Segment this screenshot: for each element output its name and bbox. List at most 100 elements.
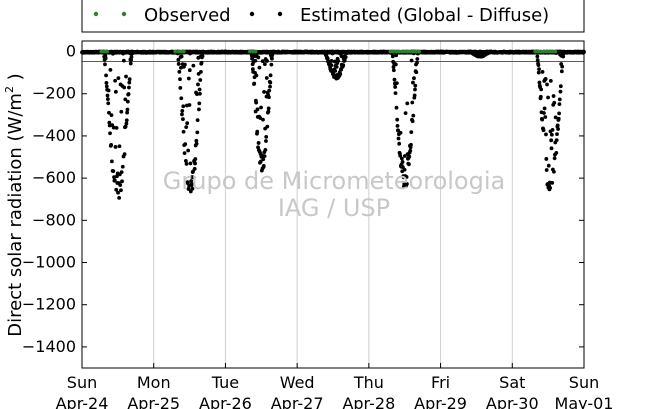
estimated-point: [111, 51, 115, 56]
estimated-point: [181, 129, 186, 134]
estimated-point: [330, 51, 335, 56]
estimated-point: [188, 51, 193, 56]
watermark-line-2: IAG / USP: [278, 194, 390, 222]
gridlines: [153, 41, 513, 368]
x-tick-label-date: Apr-27: [271, 394, 324, 409]
estimated-point: [556, 116, 561, 121]
estimated-point: [114, 187, 119, 192]
estimated-point: [106, 101, 111, 106]
estimated-point: [548, 186, 553, 190]
estimated-point: [408, 148, 413, 153]
estimated-point: [393, 91, 398, 96]
estimated-point: [180, 108, 185, 113]
estimated-point: [116, 190, 120, 195]
estimated-point: [333, 69, 338, 73]
observed-point: [247, 49, 252, 54]
estimated-point: [257, 65, 262, 70]
estimated-point: [269, 62, 274, 67]
legend-observed-label: Observed: [144, 5, 231, 26]
estimated-point: [194, 138, 199, 143]
estimated-point: [194, 141, 199, 146]
estimated-point: [104, 80, 109, 85]
estimated-point: [195, 92, 199, 96]
estimated-point: [410, 119, 415, 124]
estimated-point: [402, 167, 407, 172]
watermark-line-1: Grupo de Micrometeorologia: [163, 167, 505, 195]
estimated-point: [393, 62, 398, 67]
estimated-point: [181, 104, 186, 109]
estimated-point: [189, 179, 194, 183]
estimated-point: [183, 158, 188, 163]
estimated-point: [193, 157, 198, 161]
legend-estimated-label: Estimated (Global - Diffuse): [300, 5, 549, 26]
estimated-point: [403, 111, 408, 115]
estimated-point: [558, 89, 563, 94]
estimated-point: [116, 76, 121, 81]
x-tick-label-day: Sun: [67, 373, 97, 392]
estimated-point: [258, 116, 263, 120]
estimated-point: [553, 115, 558, 120]
estimated-point: [409, 130, 414, 135]
estimated-point: [535, 58, 540, 63]
estimated-point: [538, 94, 543, 99]
estimated-point: [111, 125, 116, 130]
estimated-point: [107, 120, 112, 125]
x-tick-label-day: Sun: [569, 373, 599, 392]
estimated-point: [405, 101, 410, 106]
estimated-point: [535, 54, 540, 59]
x-tick-label-date: Apr-30: [486, 394, 539, 409]
estimated-point: [407, 162, 411, 167]
estimated-point: [176, 57, 181, 62]
x-axis: Sun Apr-24 Mon Apr-25 Tue Apr-26 Wed Apr-27 Thu A…: [56, 363, 613, 409]
estimated-point: [412, 76, 416, 81]
estimated-point: [119, 109, 124, 114]
estimated-point: [343, 55, 348, 60]
observed-point: [253, 49, 258, 54]
estimated-point: [336, 59, 341, 63]
estimated-point: [125, 110, 130, 115]
estimated-point: [557, 97, 562, 102]
estimated-point: [270, 56, 274, 61]
estimated-point: [260, 59, 265, 64]
estimated-point: [265, 124, 270, 129]
y-tick-label: −200: [32, 84, 76, 103]
estimated-point: [415, 60, 419, 65]
estimated-point: [539, 87, 544, 92]
estimated-point: [409, 58, 414, 63]
estimated-point: [258, 159, 263, 164]
estimated-point: [479, 49, 483, 54]
estimated-point: [544, 168, 549, 172]
estimated-point: [398, 130, 403, 135]
y-tick-label: −400: [32, 126, 76, 145]
estimated-point: [188, 161, 193, 166]
estimated-point: [128, 61, 133, 66]
estimated-point: [398, 153, 403, 158]
estimated-point: [125, 107, 130, 112]
estimated-point: [127, 85, 131, 90]
estimated-point: [193, 161, 197, 166]
estimated-point: [329, 59, 334, 63]
estimated-point: [268, 73, 273, 78]
estimated-point: [259, 105, 263, 110]
estimated-point: [268, 80, 273, 85]
plot-area: [82, 41, 584, 368]
estimated-point: [190, 186, 195, 191]
estimated-point: [390, 54, 395, 59]
estimated-point: [119, 188, 123, 193]
estimated-point: [546, 95, 550, 100]
estimated-point: [393, 85, 398, 89]
estimated-point: [544, 132, 548, 137]
estimated-point: [558, 84, 563, 89]
estimated-point: [109, 143, 114, 147]
estimated-point: [549, 146, 554, 151]
estimated-point: [541, 128, 546, 133]
estimated-point: [554, 138, 559, 143]
observed-point: [414, 49, 419, 54]
y-axis-label-close: ): [5, 73, 26, 86]
estimated-point: [262, 90, 266, 94]
observed-point: [250, 49, 255, 54]
estimated-point: [413, 87, 417, 92]
observed-point: [541, 49, 546, 54]
estimated-point: [554, 151, 559, 155]
estimated-point: [104, 73, 108, 78]
